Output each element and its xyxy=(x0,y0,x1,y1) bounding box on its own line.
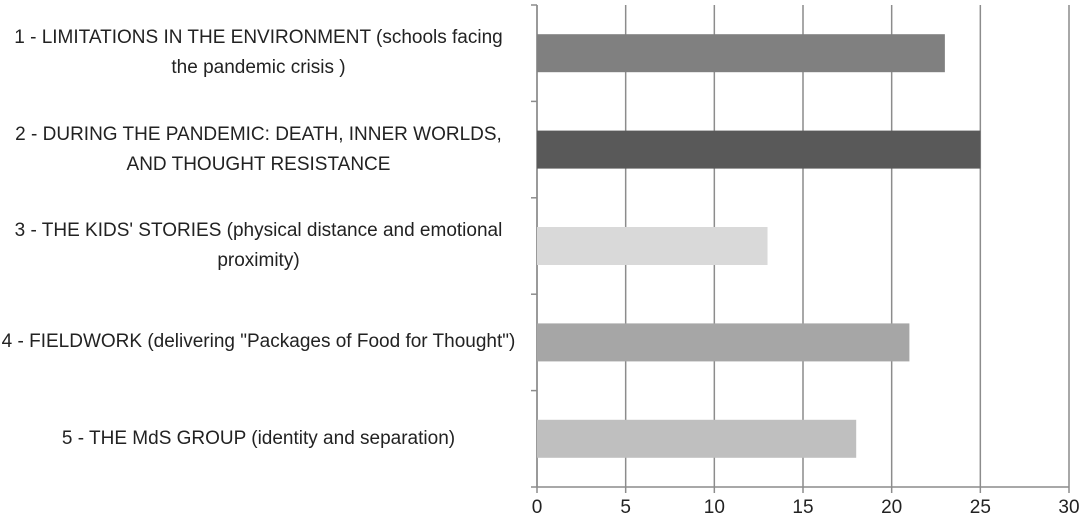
y-tick-label: 3 - THE KIDS' STORIES (physical distance… xyxy=(14,220,503,271)
bar xyxy=(537,323,910,362)
x-tick-label: 30 xyxy=(1058,497,1079,518)
x-tick-label: 10 xyxy=(704,497,725,518)
x-tick-label: 0 xyxy=(532,497,543,518)
y-tick-label: 1 - LIMITATIONS IN THE ENVIRONMENT (scho… xyxy=(14,27,503,79)
bar xyxy=(537,130,981,169)
x-tick-label: 15 xyxy=(792,497,813,518)
x-tick-label: 20 xyxy=(881,497,902,518)
x-tick-label: 5 xyxy=(620,497,631,518)
bar xyxy=(537,34,945,73)
bar xyxy=(537,419,857,458)
bar xyxy=(537,227,768,265)
y-tick-label: 4 - FIELDWORK (delivering "Packages of F… xyxy=(1,331,516,353)
y-tick-label: 5 - THE MdS GROUP (identity and separati… xyxy=(61,427,456,449)
y-tick-label: 2 - DURING THE PANDEMIC: DEATH, INNER WO… xyxy=(15,123,502,175)
x-tick-label: 25 xyxy=(970,497,991,518)
